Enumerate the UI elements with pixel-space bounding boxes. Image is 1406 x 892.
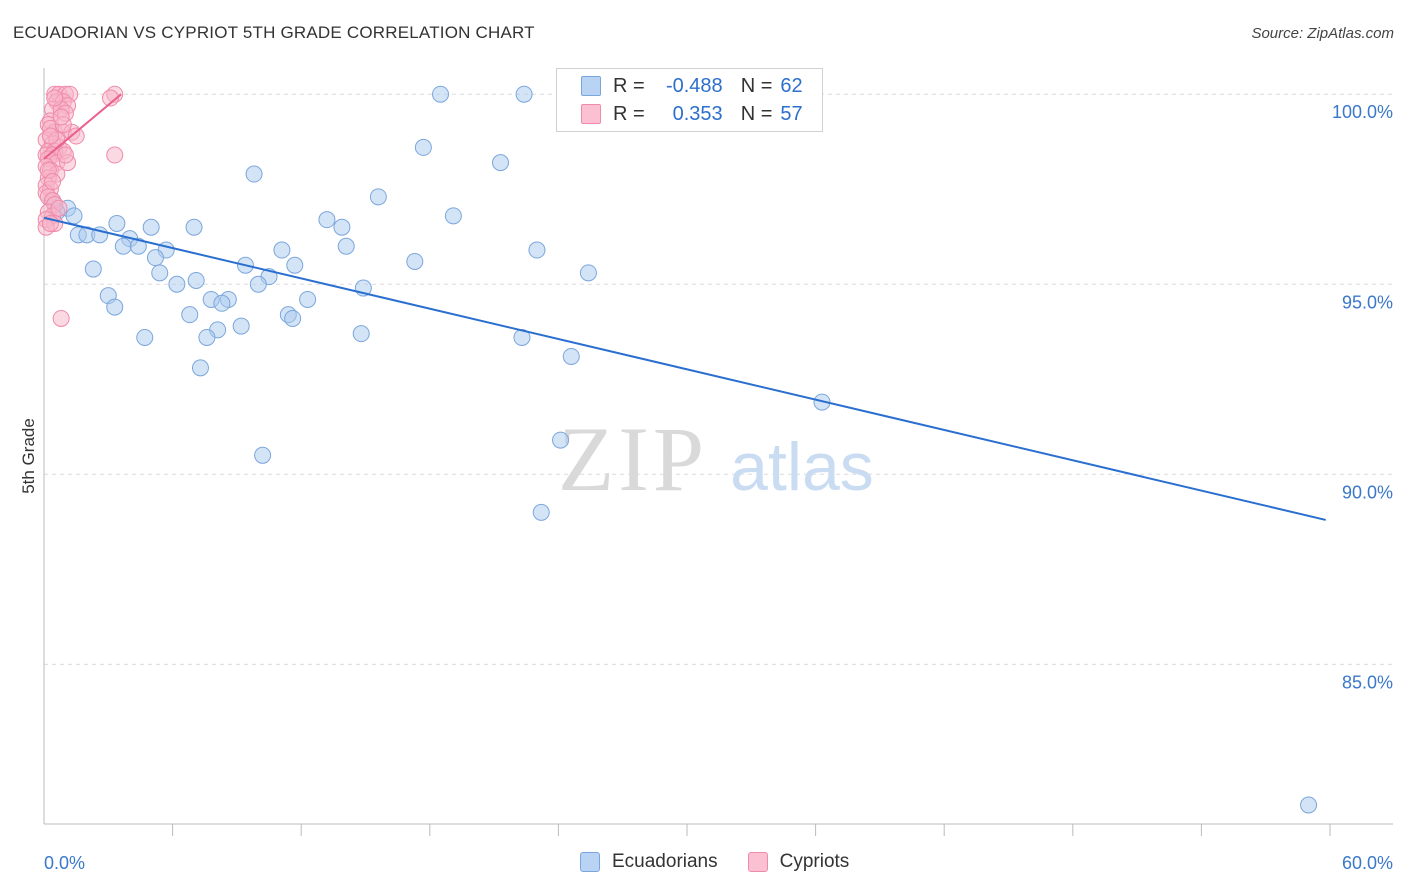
y-axis-title: 5th Grade <box>19 418 38 494</box>
ecuadorian-point <box>187 271 205 289</box>
chart-title: ECUADORIAN VS CYPRIOT 5TH GRADE CORRELAT… <box>13 23 535 42</box>
legend-row-ecuadorians: R = -0.488 N = 62 <box>581 72 803 100</box>
ecuadorian-point <box>198 328 216 346</box>
cypriot-point <box>46 89 64 107</box>
ecuadorian-point <box>168 275 186 293</box>
legend-swatch-ecuadorians <box>581 76 601 96</box>
ecuadorian-point <box>515 85 533 103</box>
ecuadorian-point <box>84 260 102 278</box>
ecuadorian-point <box>352 325 370 343</box>
ecuadorian-point <box>245 165 263 183</box>
legend-swatch-cypriots <box>581 104 601 124</box>
y-tick-label: 90.0% <box>1342 482 1393 502</box>
legend-row-cypriots: R = 0.353 N = 57 <box>581 100 803 128</box>
cypriot-point <box>50 199 68 217</box>
y-tick-label: 100.0% <box>1332 102 1393 122</box>
ecuadorian-point <box>492 154 510 172</box>
ecuadorian-trend-line <box>43 216 1326 521</box>
series-swatch-ecuadorians <box>580 852 600 872</box>
cypriot-point <box>44 173 62 191</box>
ecuadorian-point <box>106 298 124 316</box>
legend-n-label: N = <box>740 74 773 97</box>
series-swatch-cypriots <box>747 852 768 872</box>
cypriot-point <box>67 127 85 145</box>
ecuadorian-point <box>213 294 231 312</box>
series-label-cypriots: Cypriots <box>779 851 850 872</box>
legend-r-label: R = <box>613 74 645 97</box>
ecuadorian-point <box>337 237 355 255</box>
y-tick-label: 85.0% <box>1342 672 1393 692</box>
trend-lines <box>43 93 1326 521</box>
ecuadorian-point <box>333 218 351 236</box>
ecuadorian-point <box>562 347 580 365</box>
cypriot-point <box>52 309 70 327</box>
ecuadorian-point <box>181 306 199 324</box>
ecuadorian-point <box>232 317 250 335</box>
grid-lines <box>44 93 1393 665</box>
ecuadorian-point <box>273 241 291 259</box>
correlation-legend: R = -0.488 N = 62 R = 0.353 N = 57 <box>556 68 823 132</box>
cypriot-point <box>101 89 119 107</box>
ecuadorian-point <box>318 211 336 229</box>
ecuadorian-point <box>151 264 169 282</box>
ecuadorian-point <box>406 252 424 270</box>
scatter-points <box>37 85 1318 814</box>
legend-r-value: -0.488 <box>665 74 723 97</box>
ecuadorian-point <box>528 241 546 259</box>
cypriot-point <box>106 146 124 164</box>
tick-labels: 100.0% 95.0% 90.0% 85.0% 0.0% 60.0% <box>44 102 1393 873</box>
ecuadorian-point <box>136 328 154 346</box>
watermark-atlas: atlas <box>730 429 874 505</box>
source-label: Source: ZipAtlas.com <box>1251 25 1394 42</box>
ecuadorian-point <box>299 290 317 308</box>
ecuadorian-point <box>286 256 304 274</box>
watermark: ZIP atlas <box>558 408 874 510</box>
cypriot-trend-line <box>43 93 122 160</box>
ecuadorian-point <box>1300 796 1318 814</box>
x-tick-label: 0.0% <box>44 853 85 873</box>
series-legend: Ecuadorians Cypriots <box>580 851 879 873</box>
ecuadorian-point <box>249 275 267 293</box>
ecuadorian-point <box>185 218 203 236</box>
series-label-ecuadorians: Ecuadorians <box>612 851 718 872</box>
ecuadorian-point <box>432 85 450 103</box>
cypriot-point <box>41 127 59 145</box>
legend-r-label: R = <box>613 102 645 125</box>
ecuadorian-point <box>142 218 160 236</box>
ecuadorian-point <box>552 431 570 449</box>
series-legend-ecuadorians[interactable]: Ecuadorians <box>580 851 718 873</box>
cypriot-point <box>52 108 70 126</box>
ecuadorian-point <box>114 237 132 255</box>
axes <box>43 68 1393 836</box>
ecuadorian-point <box>108 214 126 232</box>
legend-n-value: 62 <box>780 74 803 97</box>
legend-n-label: N = <box>740 102 773 125</box>
ecuadorian-point <box>254 446 272 464</box>
ecuadorian-point <box>444 207 462 225</box>
legend-r-value: 0.353 <box>672 102 723 125</box>
legend-n-value: 57 <box>780 102 803 125</box>
ecuadorian-point <box>146 249 164 267</box>
series-legend-cypriots[interactable]: Cypriots <box>747 851 850 873</box>
ecuadorian-point <box>532 503 550 521</box>
ecuadorian-point <box>579 264 597 282</box>
ecuadorian-point <box>369 188 387 206</box>
x-tick-label: 60.0% <box>1342 853 1393 873</box>
ecuadorian-point <box>414 138 432 156</box>
ecuadorian-point <box>191 359 209 377</box>
cypriot-point <box>56 146 74 164</box>
watermark-zip: ZIP <box>558 408 708 510</box>
y-tick-label: 95.0% <box>1342 292 1393 312</box>
ecuadorian-point <box>65 207 83 225</box>
ecuadorian-point <box>284 309 302 327</box>
ecuadorian-point <box>129 237 147 255</box>
